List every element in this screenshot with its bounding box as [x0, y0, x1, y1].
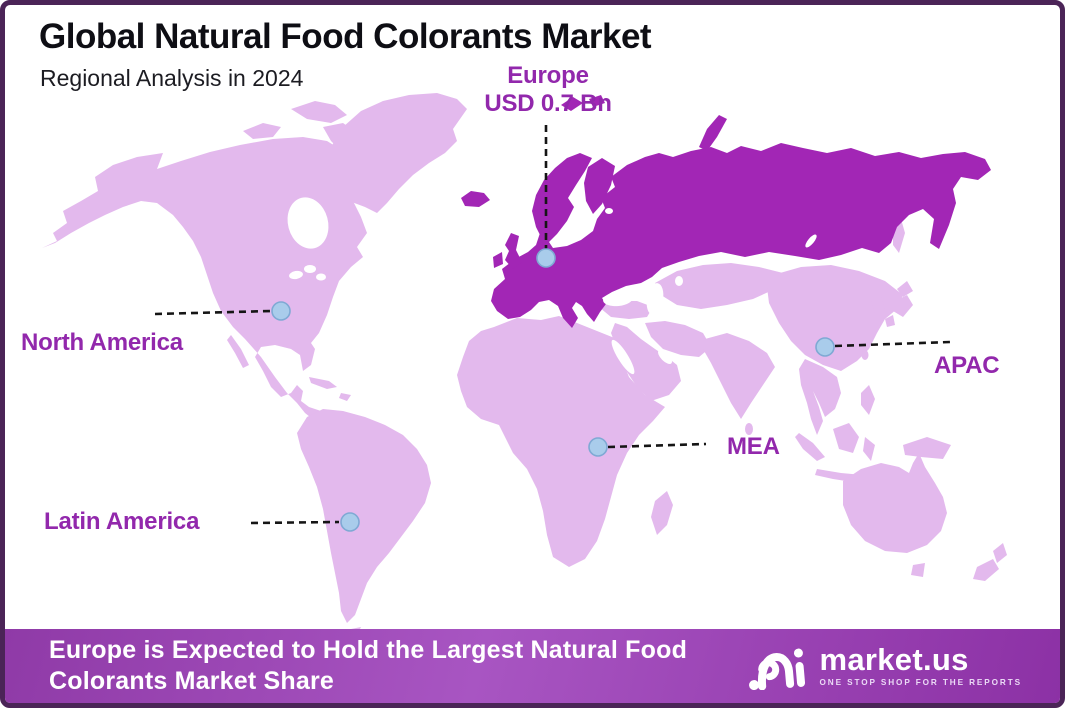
footer-bar: Europe is Expected to Hold the Largest N… — [5, 629, 1060, 703]
marker-europe — [536, 248, 556, 268]
marker-apac — [815, 337, 835, 357]
world-map — [42, 93, 1007, 635]
marketus-logo: market.us ONE STOP SHOP FOR THE REPORTS — [747, 642, 1022, 690]
marketus-logo-icon — [749, 648, 806, 690]
page-title: Global Natural Food Colorants Market — [39, 17, 652, 56]
leader-line-mea — [607, 442, 707, 449]
marker-mea — [588, 437, 608, 457]
marker-north-america — [271, 301, 291, 321]
europe-value: USD 0.7 Bn — [484, 90, 612, 117]
logo-text: market.us — [819, 642, 969, 677]
page-subtitle: Regional Analysis in 2024 — [40, 65, 304, 91]
region-label-europe: Europe USD 0.7 Bn — [448, 62, 648, 118]
europe-name: Europe — [507, 62, 589, 89]
marker-latin-america — [340, 512, 360, 532]
region-label-mea: MEA — [727, 433, 780, 460]
region-label-apac: APAC — [934, 352, 1000, 379]
region-label-latin-america: Latin America — [44, 508, 200, 535]
region-label-north-america: North America — [21, 329, 183, 356]
leader-line-north-america — [154, 309, 272, 316]
map-water-overlays — [287, 197, 817, 375]
footer-headline: Europe is Expected to Hold the Largest N… — [49, 636, 688, 695]
leader-line-latin-america — [250, 520, 340, 525]
map-highlight-europe — [461, 95, 991, 328]
logo-tagline: ONE STOP SHOP FOR THE REPORTS — [819, 678, 1022, 687]
map-base-regions — [42, 93, 1007, 635]
